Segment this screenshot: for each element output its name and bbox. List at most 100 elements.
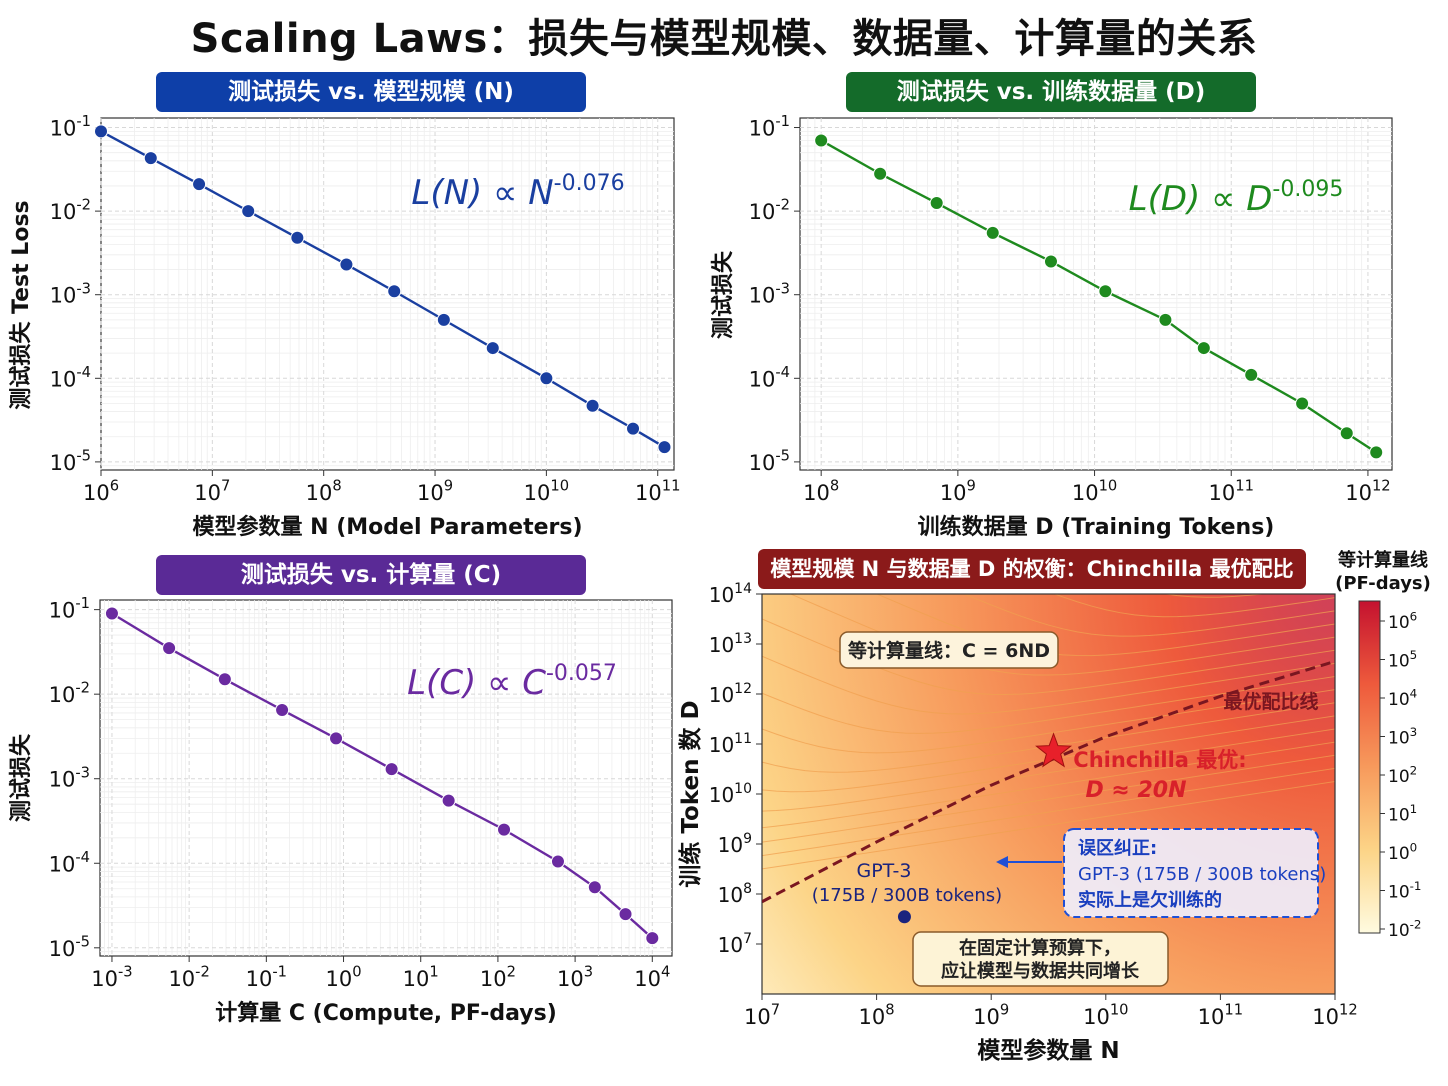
y-tick-label: 10-5 bbox=[749, 447, 790, 474]
iso-compute-contour bbox=[762, 741, 1335, 829]
iso-compute-contour bbox=[762, 781, 1335, 870]
data-point bbox=[1244, 367, 1259, 382]
y-tick-label: 107 bbox=[718, 931, 752, 957]
data-point bbox=[585, 398, 600, 413]
x-axis-label: 模型参数量 N bbox=[977, 1037, 1119, 1064]
correction-arrow-head bbox=[996, 856, 1008, 868]
panel3-banner: 测试损失 vs. 计算量 (C) bbox=[156, 555, 586, 595]
data-point bbox=[387, 284, 402, 299]
data-point bbox=[657, 440, 672, 455]
panel3: 10-3 10-2 10-1 100 101 102 103 10410-110-210-31… bbox=[9, 595, 673, 1026]
y-tick-label: 109 bbox=[718, 831, 752, 857]
panel1-banner: 测试损失 vs. 模型规模 (N) bbox=[156, 72, 586, 112]
iso-compute-contour bbox=[1162, 594, 1267, 598]
correction-line1: GPT-3 (175B / 300B tokens) bbox=[1078, 864, 1326, 885]
x-tick-label: 1010 bbox=[524, 478, 569, 505]
panel1: 106 107 108 109 1010 1011 10-1 10-2 10-3 10-4 10-5… bbox=[9, 113, 680, 540]
formula-label: L(N) ∝ N-0.076 bbox=[411, 171, 624, 213]
x-tick-label: 108 bbox=[306, 478, 342, 505]
data-point bbox=[814, 133, 829, 148]
x-tick-label: 100 bbox=[325, 964, 361, 991]
data-point bbox=[1196, 341, 1211, 356]
data-point bbox=[497, 822, 512, 837]
chinchilla-star-marker bbox=[1035, 732, 1073, 768]
contour-label-box bbox=[839, 631, 1059, 669]
x-tick-label: 10-2 bbox=[168, 964, 209, 991]
y-tick-label: 10-4 bbox=[749, 364, 790, 391]
y-axis-label: 测试损失 bbox=[711, 250, 736, 339]
y-tick-label: 108 bbox=[718, 881, 752, 907]
x-tick-label: 107 bbox=[744, 1002, 780, 1029]
gpt3-label: GPT-3 bbox=[857, 860, 912, 882]
y-tick-label: 10-2 bbox=[49, 680, 90, 707]
iso-compute-contour bbox=[762, 689, 1335, 754]
data-point bbox=[94, 124, 108, 139]
colorbar-tick-label: 102 bbox=[1388, 763, 1417, 787]
gpt3-point bbox=[897, 910, 911, 924]
x-tick-label: 104 bbox=[634, 964, 670, 991]
data-point bbox=[217, 672, 232, 687]
data-point bbox=[1339, 426, 1354, 441]
x-tick-label: 1012 bbox=[1345, 478, 1390, 505]
x-tick-label: 109 bbox=[417, 478, 453, 505]
y-tick-label: 10-4 bbox=[50, 364, 91, 391]
correction-line2: 实际上是欠训练的 bbox=[1078, 889, 1222, 911]
colorbar bbox=[1358, 600, 1381, 934]
panel4-banner: 模型规模 N 与数据量 D 的权衡：Chinchilla 最优配比 bbox=[758, 549, 1306, 589]
series-line bbox=[820, 139, 1377, 454]
x-tick-label: 107 bbox=[194, 478, 230, 505]
x-tick-label: 108 bbox=[803, 478, 839, 505]
panel4: 107 108 109 1010 1011 1012 107 108 109 1010 1011 10… bbox=[677, 549, 1431, 1064]
data-point bbox=[1043, 254, 1058, 269]
contour-label: 等计算量线：C = 6ND bbox=[847, 639, 1050, 662]
x-tick-label: 1010 bbox=[1083, 1002, 1128, 1029]
data-point bbox=[929, 196, 944, 211]
y-tick-label: 10-5 bbox=[49, 933, 90, 960]
data-point bbox=[143, 151, 158, 166]
y-axis-label: 训练 Token 数 D bbox=[677, 700, 704, 887]
iso-compute-contour bbox=[762, 655, 1335, 715]
data-point bbox=[241, 204, 256, 219]
data-point bbox=[104, 606, 119, 621]
data-point bbox=[626, 421, 641, 436]
bottom-note-line1: 在固定计算预算下， bbox=[959, 937, 1121, 959]
colorbar-title: 等计算量线 bbox=[1338, 549, 1428, 571]
data-point bbox=[329, 731, 344, 746]
y-tick-label: 10-1 bbox=[50, 113, 91, 140]
data-point bbox=[275, 702, 290, 717]
iso-compute-contour bbox=[762, 767, 1335, 857]
colorbar-tick-label: 105 bbox=[1388, 648, 1417, 672]
y-tick-label: 10-3 bbox=[49, 764, 90, 791]
data-point bbox=[618, 907, 633, 922]
gpt3-label-detail: (175B / 300B tokens) bbox=[812, 885, 1002, 906]
y-axis-label: 测试损失 Test Loss bbox=[9, 200, 34, 409]
x-tick-label: 109 bbox=[973, 1002, 1009, 1029]
y-tick-label: 10-1 bbox=[49, 595, 90, 622]
chinchilla-label: Chinchilla 最优: bbox=[1073, 748, 1246, 772]
data-point bbox=[384, 762, 399, 777]
x-axis-label: 训练数据量 D (Training Tokens) bbox=[918, 514, 1275, 540]
formula-label: L(D) ∝ D-0.095 bbox=[1129, 177, 1344, 219]
y-tick-label: 10-5 bbox=[50, 447, 91, 474]
data-point bbox=[1158, 312, 1173, 327]
x-tick-label: 101 bbox=[403, 964, 439, 991]
iso-compute-contour bbox=[762, 754, 1335, 843]
x-tick-label: 102 bbox=[480, 964, 516, 991]
data-point bbox=[441, 793, 456, 808]
y-tick-label: 10-3 bbox=[749, 280, 790, 307]
y-tick-label: 10-2 bbox=[749, 197, 790, 224]
data-point bbox=[985, 225, 1000, 240]
optimal-line-label: 最优配比线 bbox=[1223, 690, 1318, 713]
iso-compute-contour bbox=[1053, 594, 1335, 618]
y-axis-label: 测试损失 bbox=[9, 733, 34, 822]
data-point bbox=[587, 880, 602, 895]
x-tick-label: 109 bbox=[940, 478, 976, 505]
x-tick-label: 10-1 bbox=[246, 964, 287, 991]
data-point bbox=[339, 257, 354, 272]
x-axis-label: 模型参数量 N (Model Parameters) bbox=[192, 514, 582, 540]
data-point bbox=[539, 371, 554, 386]
y-tick-label: 1012 bbox=[709, 681, 752, 707]
colorbar-tick-label: 106 bbox=[1388, 609, 1417, 633]
